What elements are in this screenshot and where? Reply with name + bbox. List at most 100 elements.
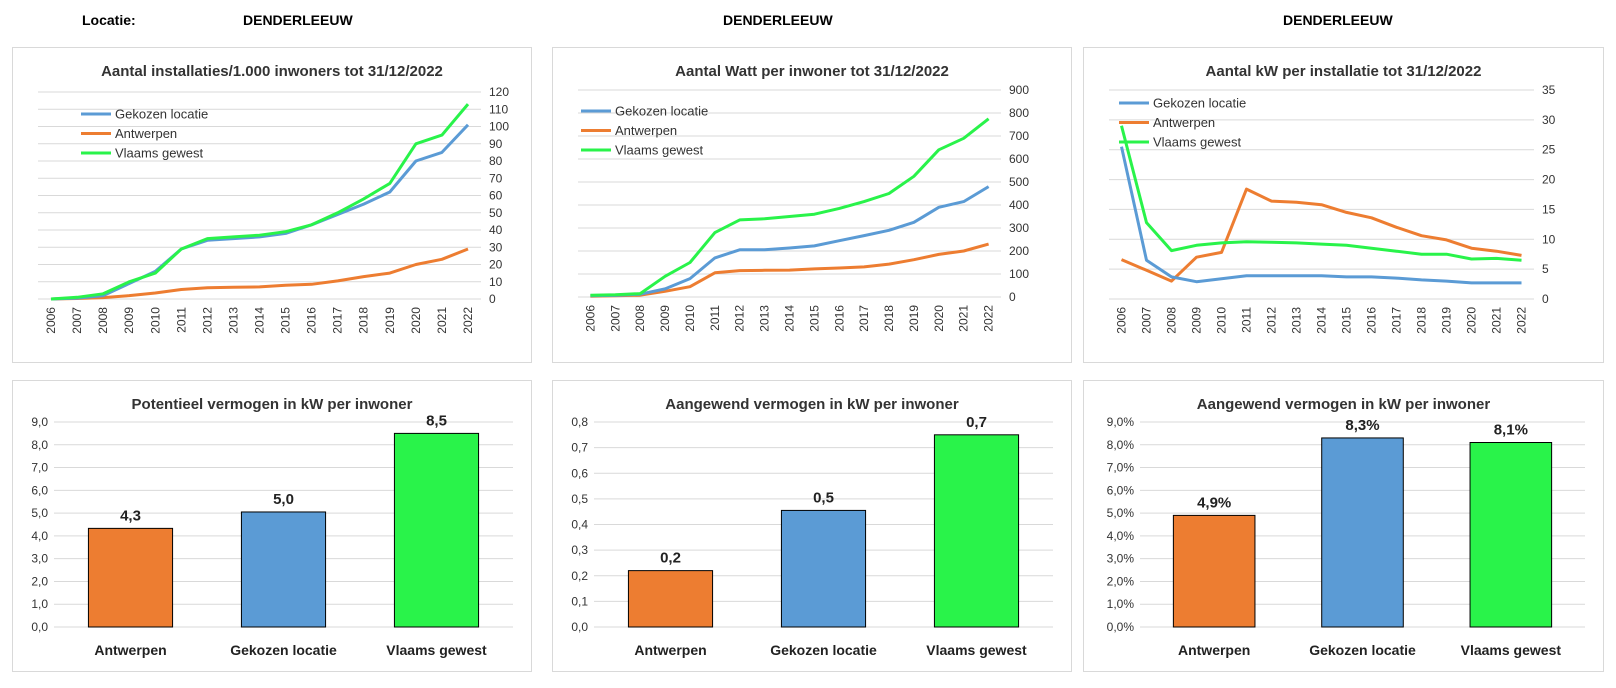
y-tick-label: 0,3 [571, 543, 588, 557]
category-label: Gekozen locatie [1309, 642, 1416, 658]
chart-panel-potentieel: Potentieel vermogen in kW per inwoner 0,0… [12, 380, 532, 672]
x-tick-label: 2020 [1465, 307, 1479, 334]
data-label: 5,0 [273, 491, 294, 508]
chart-title: Aantal Watt per inwoner tot 31/12/2022 [675, 63, 949, 80]
y-tick-label: 50 [489, 206, 503, 220]
x-tick-label: 2007 [608, 305, 622, 332]
y-tick-label: 600 [1009, 152, 1029, 166]
legend-label: Antwerpen [1153, 115, 1215, 130]
x-tick-label: 2016 [1365, 307, 1379, 334]
chart-title: Aantal installaties/1.000 inwoners tot 3… [101, 63, 443, 80]
category-label: Gekozen locatie [230, 642, 337, 658]
y-tick-label: 40 [489, 223, 503, 237]
chart-title: Aantal kW per installatie tot 31/12/2022 [1206, 63, 1482, 80]
x-tick-label: 2021 [957, 305, 971, 332]
x-tick-label: 2008 [633, 305, 647, 332]
series-line-vlaams-gewest [50, 103, 470, 301]
x-tick-label: 2010 [148, 307, 162, 334]
chart-panel-watt: Aantal Watt per inwoner tot 31/12/2022 0 1… [552, 47, 1072, 363]
legend-label: Antwerpen [615, 123, 677, 138]
data-label: 8,5 [426, 412, 447, 429]
y-tick-label: 10 [1542, 232, 1556, 246]
y-tick-label: 20 [489, 258, 503, 272]
y-tick-label: 5,0 [31, 506, 48, 520]
y-tick-label: 6,0 [31, 483, 48, 497]
line-chart-kw-installatie: Aantal kW per installatie tot 31/12/2022… [1109, 63, 1556, 334]
chart-panel-aangewend-pct: Aangewend vermogen in kW per inwoner 0,0%… [1083, 380, 1604, 672]
x-tick-label: 2017 [1390, 307, 1404, 334]
line-chart-watt: Aantal Watt per inwoner tot 31/12/2022 0 1… [578, 63, 1029, 332]
y-tick-label: 15 [1542, 202, 1556, 216]
x-tick-label: 2006 [583, 305, 597, 332]
x-tick-label: 2010 [1215, 307, 1229, 334]
y-tick-label: 0 [489, 292, 496, 306]
y-tick-label: 4,0% [1107, 529, 1135, 543]
y-tick-label: 120 [489, 85, 509, 99]
y-tick-label: 5 [1542, 262, 1549, 276]
data-label: 8,3% [1345, 417, 1379, 434]
x-tick-label: 2008 [1165, 307, 1179, 334]
x-tick-label: 2015 [807, 305, 821, 332]
bar-vlaams-gewest [393, 432, 480, 628]
x-tick-label: 2020 [932, 305, 946, 332]
x-tick-label: 2013 [226, 307, 240, 334]
y-tick-label: 30 [489, 240, 503, 254]
y-tick-label: 900 [1009, 83, 1029, 97]
x-tick-label: 2010 [683, 305, 697, 332]
chart-title: Aangewend vermogen in kW per inwoner [665, 396, 959, 413]
x-tick-label: 2019 [383, 307, 397, 334]
y-tick-label: 0 [1009, 290, 1016, 304]
x-tick-label: 2012 [200, 307, 214, 334]
series-line-gekozen-locatie [590, 185, 990, 298]
bar-gekozen-locatie [240, 511, 327, 628]
legend-label: Vlaams gewest [615, 143, 704, 158]
locatie-label: Locatie: [82, 12, 136, 28]
x-tick-label: 2016 [305, 307, 319, 334]
x-tick-label: 2013 [1290, 307, 1304, 334]
x-tick-label: 2018 [357, 307, 371, 334]
chart-title: Aangewend vermogen in kW per inwoner [1197, 396, 1491, 413]
x-tick-label: 2019 [907, 305, 921, 332]
y-tick-label: 100 [1009, 267, 1029, 281]
x-tick-label: 2006 [44, 307, 58, 334]
y-tick-label: 300 [1009, 221, 1029, 235]
y-tick-label: 6,0% [1107, 483, 1135, 497]
y-tick-label: 35 [1542, 83, 1556, 97]
series-line-vlaams-gewest [1120, 125, 1522, 262]
bar-vlaams-gewest [933, 434, 1020, 628]
category-label: Vlaams gewest [1461, 642, 1562, 658]
y-tick-label: 3,0 [31, 552, 48, 566]
x-tick-label: 2007 [1140, 307, 1154, 334]
y-tick-label: 8,0 [31, 438, 48, 452]
y-tick-label: 0,6 [571, 466, 588, 480]
category-label: Antwerpen [634, 642, 706, 658]
x-tick-label: 2014 [1315, 307, 1329, 334]
y-tick-label: 0,5 [571, 492, 588, 506]
y-tick-label: 1,0% [1107, 597, 1135, 611]
series-line-antwerpen [1120, 187, 1522, 283]
y-tick-label: 90 [489, 137, 503, 151]
x-tick-label: 2020 [409, 307, 423, 334]
x-tick-label: 2015 [1340, 307, 1354, 334]
category-label: Gekozen locatie [770, 642, 877, 658]
y-tick-label: 4,0 [31, 529, 48, 543]
x-tick-label: 2007 [70, 307, 84, 334]
legend-label: Vlaams gewest [115, 146, 204, 161]
x-tick-label: 2022 [982, 305, 996, 332]
data-label: 0,7 [966, 414, 987, 431]
y-tick-label: 110 [489, 102, 508, 116]
y-tick-label: 2,0 [31, 574, 48, 588]
y-tick-label: 100 [489, 120, 509, 134]
legend-label: Gekozen locatie [115, 107, 208, 122]
category-label: Antwerpen [94, 642, 166, 658]
series-line-vlaams-gewest [590, 117, 990, 297]
column-2-title: DENDERLEEUW [723, 12, 833, 28]
bar-antwerpen [627, 570, 714, 628]
legend-label: Gekozen locatie [615, 104, 708, 119]
legend-label: Gekozen locatie [1153, 96, 1246, 111]
y-tick-label: 0,8 [571, 415, 588, 429]
x-tick-label: 2015 [279, 307, 293, 334]
data-label: 0,5 [813, 489, 834, 506]
x-tick-label: 2006 [1115, 307, 1129, 334]
y-tick-label: 7,0 [31, 461, 48, 475]
